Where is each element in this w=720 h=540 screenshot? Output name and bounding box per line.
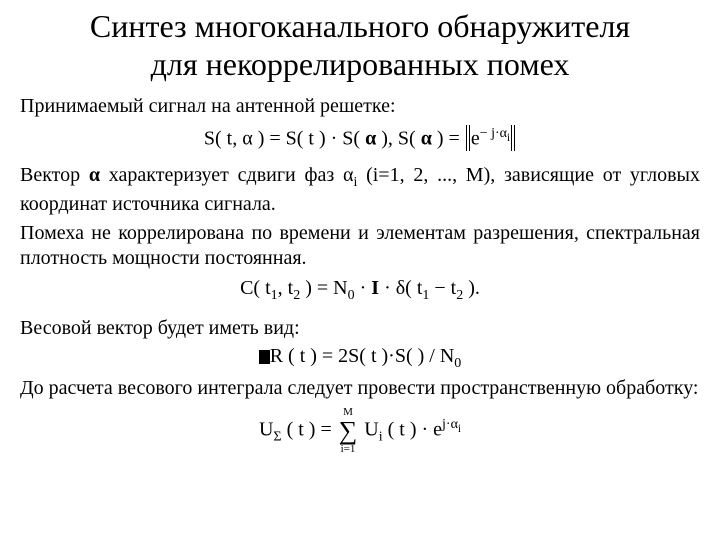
f4-sup-sub: i	[458, 422, 461, 434]
f1-sup-sub: i	[507, 131, 510, 143]
f2a: C( t	[240, 277, 271, 299]
title-line-2: для некоррелированных помех	[151, 46, 570, 82]
paragraph-spatial-processing: До расчета весового интеграла следует пр…	[20, 376, 700, 401]
f4-sup-txt: j·α	[442, 417, 458, 432]
f2e: · δ( t	[379, 277, 422, 299]
slide-root: Синтез многоканального обнаружителя для …	[0, 0, 720, 540]
f4-sup: j·αi	[442, 417, 461, 432]
formula-weight: R ( t ) = 2S( t )·S( ) / N0	[20, 345, 700, 372]
f4-U: U	[259, 418, 273, 440]
f2d: ·	[355, 277, 372, 299]
f2f: − t	[429, 277, 456, 299]
paragraph-alpha-vector: Вектор α характеризует сдвиги фаз αi (i=…	[20, 163, 700, 217]
p2-bold: α	[89, 164, 100, 186]
f1-mid2: ) =	[432, 127, 465, 149]
title-line-1: Синтез многоканального обнаружителя	[90, 8, 630, 44]
f3-overprint-box	[259, 350, 270, 364]
f4-body-U: U	[359, 418, 378, 440]
f4-sum: M∑i=1	[339, 407, 358, 455]
f2-sub0: 0	[348, 288, 355, 303]
f1-sup: − j·αi	[480, 126, 510, 141]
f2b: , t	[278, 277, 294, 299]
f1-e: e	[471, 127, 480, 149]
formula-sum: UΣ ( t ) = M∑i=1 Ui ( t ) · ej·αi	[20, 407, 700, 455]
f4-eq: ( t ) =	[282, 418, 337, 440]
f4-sum-bot: i=1	[339, 444, 358, 455]
f1-alpha2: α	[421, 127, 432, 149]
f1-norm: e− j·αi	[466, 125, 515, 152]
slide-title: Синтез многоканального обнаружителя для …	[20, 8, 700, 84]
f4-body2: ( t ) · e	[383, 418, 442, 440]
f2-sub1a: 1	[271, 288, 278, 303]
paragraph-noise: Помеха не коррелирована по времени и эле…	[20, 221, 700, 271]
f1-lhs: S( t, α ) = S( t ) · S(	[204, 127, 365, 149]
f3a: R ( t ) = 2S( t )·S( ) / N	[270, 345, 455, 367]
p2a: Вектор	[20, 164, 89, 186]
formula-signal: S( t, α ) = S( t ) · S( α ), S( α ) = e−…	[20, 125, 700, 152]
f1-sup-txt: − j·α	[480, 126, 507, 141]
p2b: характеризует сдвиги фаз α	[100, 164, 353, 186]
formula-covariance: C( t1, t2 ) = N0 · I · δ( t1 − t2 ).	[20, 277, 700, 304]
f3-sub0: 0	[454, 356, 461, 371]
paragraph-weight-vector: Весовой вектор будет иметь вид:	[20, 316, 700, 341]
sigma-icon: ∑	[339, 418, 358, 444]
f1-alpha1: α	[365, 127, 376, 149]
f2c: ) = N	[300, 277, 347, 299]
paragraph-received-signal: Принимаемый сигнал на антенной решетке:	[20, 94, 700, 119]
f4-sigma-sub: Σ	[273, 429, 281, 444]
f2g: ).	[463, 277, 480, 299]
f2-I: I	[371, 277, 379, 299]
f1-mid: ), S(	[376, 127, 420, 149]
